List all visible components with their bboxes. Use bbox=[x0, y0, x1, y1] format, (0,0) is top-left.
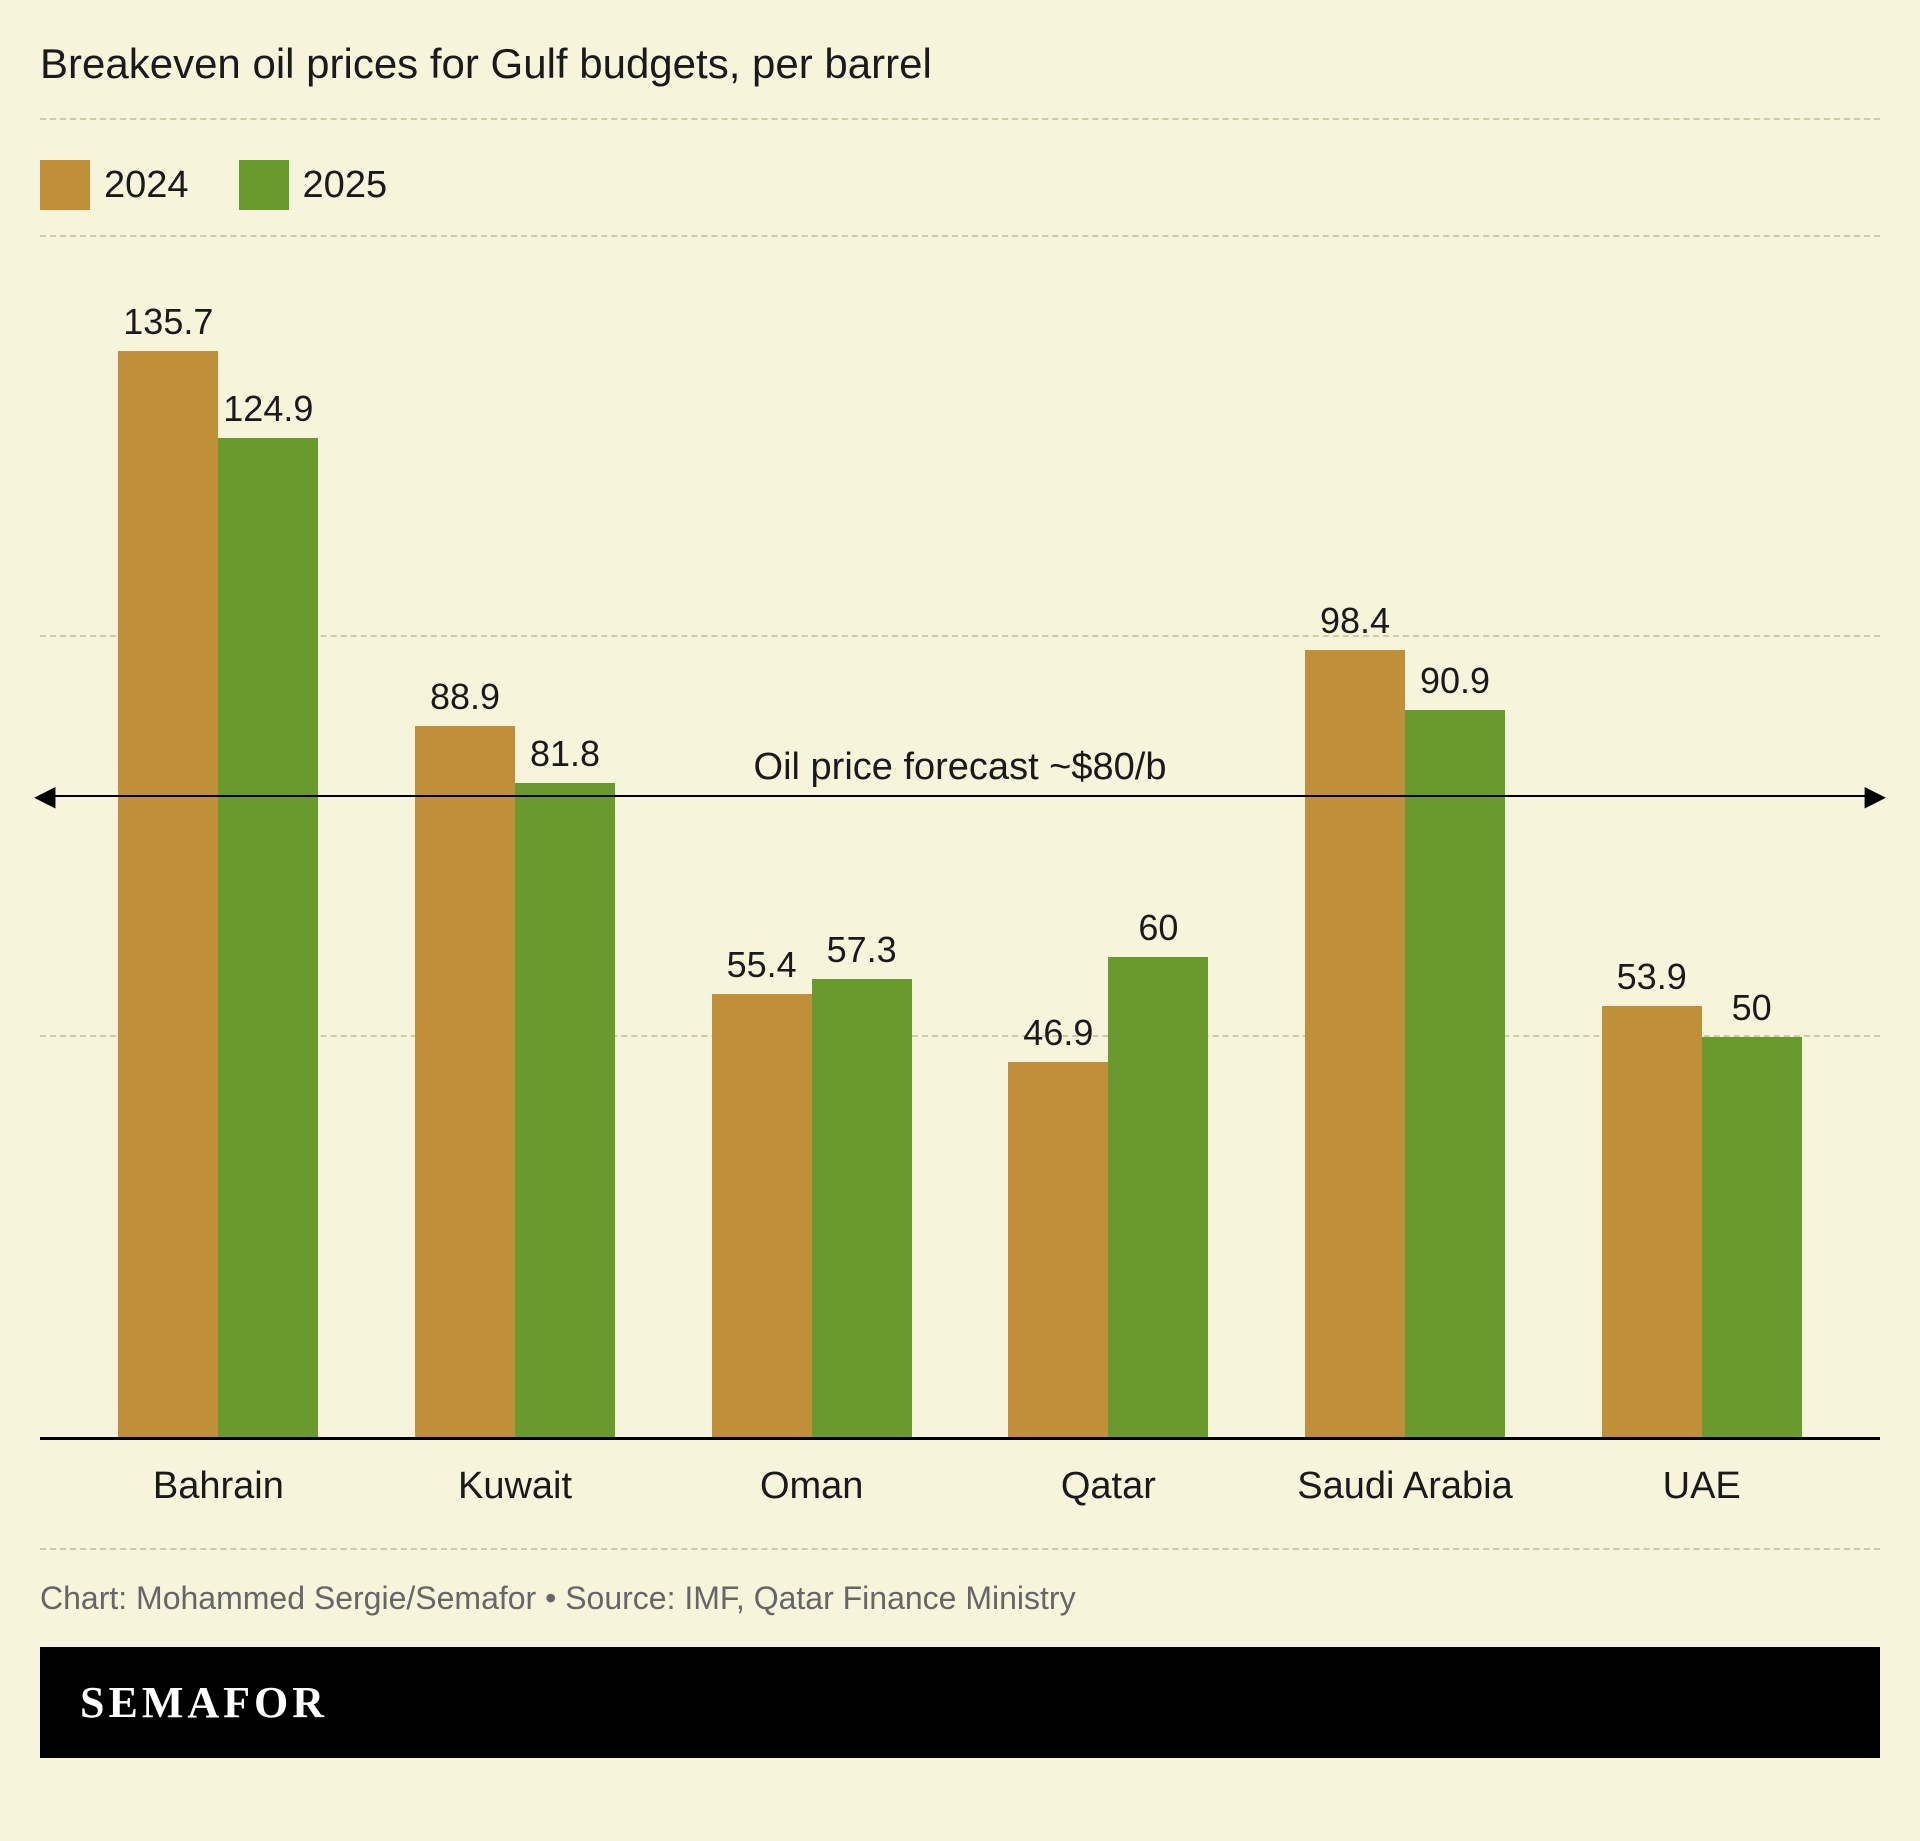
forecast-line: ◀▶Oil price forecast ~$80/b bbox=[40, 795, 1880, 797]
forecast-label: Oil price forecast ~$80/b bbox=[744, 746, 1177, 789]
bar-group: 46.960 bbox=[960, 957, 1257, 1437]
bar-group: 135.7124.9 bbox=[70, 351, 367, 1437]
bar-value-label: 90.9 bbox=[1420, 660, 1490, 702]
legend-swatch-2025 bbox=[239, 160, 289, 210]
bar-group: 55.457.3 bbox=[663, 979, 960, 1437]
bar-value-label: 53.9 bbox=[1617, 956, 1687, 998]
bar-value-label: 81.8 bbox=[530, 733, 600, 775]
bar: 98.4 bbox=[1305, 650, 1405, 1437]
x-axis-label: Saudi Arabia bbox=[1257, 1465, 1554, 1508]
bar: 46.9 bbox=[1008, 1062, 1108, 1437]
bar: 90.9 bbox=[1405, 710, 1505, 1437]
legend-swatch-2024 bbox=[40, 160, 90, 210]
brand-bar: SEMAFOR bbox=[40, 1647, 1880, 1758]
bar-value-label: 50 bbox=[1732, 987, 1772, 1029]
gridline bbox=[40, 235, 1880, 237]
x-axis-label: UAE bbox=[1553, 1465, 1850, 1508]
plot-area: 135.7124.988.981.855.457.346.96098.490.9… bbox=[40, 240, 1880, 1440]
x-axis-label: Kuwait bbox=[367, 1465, 664, 1508]
bar: 57.3 bbox=[812, 979, 912, 1437]
bar-value-label: 60 bbox=[1138, 907, 1178, 949]
legend-item-2024: 2024 bbox=[40, 160, 189, 210]
x-axis-label: Bahrain bbox=[70, 1465, 367, 1508]
legend: 2024 2025 bbox=[40, 120, 1880, 240]
bar-group: 98.490.9 bbox=[1257, 650, 1554, 1437]
x-axis-label: Oman bbox=[663, 1465, 960, 1508]
bar: 124.9 bbox=[218, 438, 318, 1437]
bar-value-label: 124.9 bbox=[223, 388, 313, 430]
bar-group: 88.981.8 bbox=[367, 726, 664, 1437]
bar-value-label: 135.7 bbox=[123, 301, 213, 343]
bar-value-label: 98.4 bbox=[1320, 600, 1390, 642]
chart-credits: Chart: Mohammed Sergie/Semafor • Source:… bbox=[40, 1550, 1880, 1647]
bar: 135.7 bbox=[118, 351, 218, 1437]
x-axis-labels: BahrainKuwaitOmanQatarSaudi ArabiaUAE bbox=[40, 1440, 1880, 1550]
x-axis-label: Qatar bbox=[960, 1465, 1257, 1508]
chart-container: Breakeven oil prices for Gulf budgets, p… bbox=[40, 40, 1880, 1801]
brand-logo: SEMAFOR bbox=[80, 1678, 328, 1727]
legend-item-2025: 2025 bbox=[239, 160, 388, 210]
bar-value-label: 55.4 bbox=[727, 944, 797, 986]
bar-value-label: 57.3 bbox=[827, 929, 897, 971]
legend-label-2024: 2024 bbox=[104, 164, 189, 207]
bar: 50 bbox=[1702, 1037, 1802, 1437]
bar-value-label: 88.9 bbox=[430, 676, 500, 718]
bars-wrapper: 135.7124.988.981.855.457.346.96098.490.9… bbox=[40, 240, 1880, 1437]
bar: 55.4 bbox=[712, 994, 812, 1437]
chart-title: Breakeven oil prices for Gulf budgets, p… bbox=[40, 40, 1880, 120]
legend-label-2025: 2025 bbox=[303, 164, 388, 207]
bar-value-label: 46.9 bbox=[1023, 1012, 1093, 1054]
bar: 81.8 bbox=[515, 783, 615, 1437]
bar-group: 53.950 bbox=[1553, 1006, 1850, 1437]
bar: 53.9 bbox=[1602, 1006, 1702, 1437]
bar: 60 bbox=[1108, 957, 1208, 1437]
bar: 88.9 bbox=[415, 726, 515, 1437]
